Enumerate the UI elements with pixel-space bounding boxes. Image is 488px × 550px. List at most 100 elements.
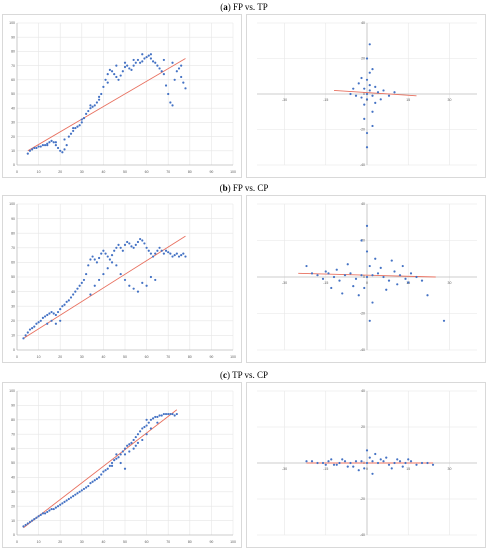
chart1-point-7 <box>368 71 371 74</box>
caption-b: (b) FP vs. CP <box>219 183 269 193</box>
chart0-point-50 <box>134 61 137 64</box>
chart2-point-42 <box>113 249 116 252</box>
chart5-point-3 <box>376 461 380 465</box>
chart0-point-77 <box>149 53 153 56</box>
chart5-point-21 <box>368 456 371 459</box>
chart0-point-42 <box>117 78 120 81</box>
chart0-point-83 <box>97 95 101 98</box>
chart3-point-8 <box>343 274 347 277</box>
chart5-point-11 <box>398 460 402 463</box>
chart4-point-51 <box>132 438 135 442</box>
chart5-point-40 <box>305 460 308 463</box>
chart5-point-10 <box>338 461 341 465</box>
chart4-point-23 <box>72 495 75 498</box>
chart0-point-10 <box>48 141 51 144</box>
chart-c-left: 0 10 20 30 40 50 60 70 80 90 100 0 10 20 30 40 50 60 70 80 9… <box>2 382 242 548</box>
chart2-xtick-5: 50 <box>123 355 127 359</box>
chart4-ytick-0: 0 <box>13 533 15 537</box>
chart0-point-45 <box>123 65 127 69</box>
chart2-point-84 <box>119 272 122 276</box>
chart4-xtick-0: 0 <box>16 540 18 544</box>
chart4-point-63 <box>158 414 161 417</box>
chart4-point-30 <box>87 484 90 488</box>
chart2-xtick-4: 40 <box>101 355 105 359</box>
chart5-point-15 <box>409 460 413 463</box>
chart2-point-89 <box>97 278 101 282</box>
chart0-ytick-5: 50 <box>11 92 15 96</box>
chart0-point-34 <box>100 92 103 96</box>
chart0-point-68 <box>173 78 176 81</box>
chart4-point-34 <box>95 477 99 480</box>
chart5-point-22 <box>363 467 366 470</box>
chart3-point-34 <box>426 294 429 297</box>
chart4-point-3 <box>28 520 32 524</box>
chart3-ytick-4: 40 <box>361 202 365 206</box>
chart3-point-36 <box>442 319 446 322</box>
chart2-point-94 <box>50 319 53 322</box>
chart3-point-1 <box>371 274 374 277</box>
chart5-point-1 <box>371 460 374 463</box>
chart4-point-47 <box>123 447 127 450</box>
chart5-point-7 <box>387 463 391 466</box>
chart3-point-39 <box>396 283 399 286</box>
chart2-point-49 <box>128 242 131 245</box>
chart4-point-14 <box>52 507 55 511</box>
chart5-point-5 <box>382 460 385 463</box>
chart5-point-6 <box>349 461 352 465</box>
chart3-point-12 <box>332 275 336 279</box>
chart0-point-69 <box>175 70 178 73</box>
chart1-ytick-4: 40 <box>361 21 365 25</box>
chart0-point-24 <box>78 124 81 127</box>
chart0-point-16 <box>61 151 64 154</box>
chart5-point-14 <box>327 460 330 463</box>
chart4-ytick-8: 80 <box>11 418 15 422</box>
chart4-point-62 <box>156 415 159 419</box>
chart1-point-25 <box>360 76 363 80</box>
chart4-point-28 <box>82 487 86 491</box>
chart2-point-88 <box>102 272 105 276</box>
chart1-point-11 <box>368 43 371 46</box>
chart3-point-41 <box>401 264 404 268</box>
chart0-point-13 <box>54 144 57 147</box>
chart0-point-74 <box>180 64 183 67</box>
chart2-xtick-10: 100 <box>230 355 236 359</box>
chart0-point-31 <box>93 104 96 107</box>
chart0-point-22 <box>74 126 77 130</box>
chart4-point-60 <box>151 417 155 420</box>
chart1-point-2 <box>363 87 366 90</box>
chart3-point-31 <box>352 285 355 288</box>
chart5-ytick-3: 20 <box>361 425 365 429</box>
chart2-point-45 <box>119 246 122 249</box>
chart4-point-57 <box>145 424 148 427</box>
chart4-point-4 <box>31 519 34 522</box>
chart4-ytick-1: 10 <box>11 519 15 523</box>
chart2-point-25 <box>76 287 79 290</box>
chart4-point-84 <box>145 418 148 421</box>
chart3-ytick-2: 0 <box>363 275 365 279</box>
chart3-point-2 <box>360 274 363 277</box>
chart5-point-19 <box>420 461 424 465</box>
chart4-point-32 <box>91 480 94 483</box>
chart0-point-5 <box>37 145 40 148</box>
chart0-point-8 <box>43 144 47 147</box>
chart2-point-37 <box>102 249 105 252</box>
chart0-point-14 <box>56 146 60 150</box>
chart4-point-85 <box>156 421 159 424</box>
chart3-point-25 <box>365 250 369 253</box>
chart1-point-20 <box>393 91 396 94</box>
chart4-point-53 <box>136 433 140 436</box>
chart5-point-23 <box>374 452 377 456</box>
chart1-point-15 <box>376 91 380 94</box>
chart2-point-58 <box>147 249 150 252</box>
chart4-ytick-7: 70 <box>11 432 15 436</box>
chart2-xtick-3: 30 <box>80 355 84 359</box>
chart2-xtick-7: 70 <box>166 355 170 359</box>
chart4-point-79 <box>149 427 153 430</box>
chart1-point-13 <box>371 124 374 128</box>
chart5-point-38 <box>324 463 327 466</box>
chart4-point-61 <box>154 415 157 419</box>
chart5-xtick-2: 0 <box>366 467 368 471</box>
